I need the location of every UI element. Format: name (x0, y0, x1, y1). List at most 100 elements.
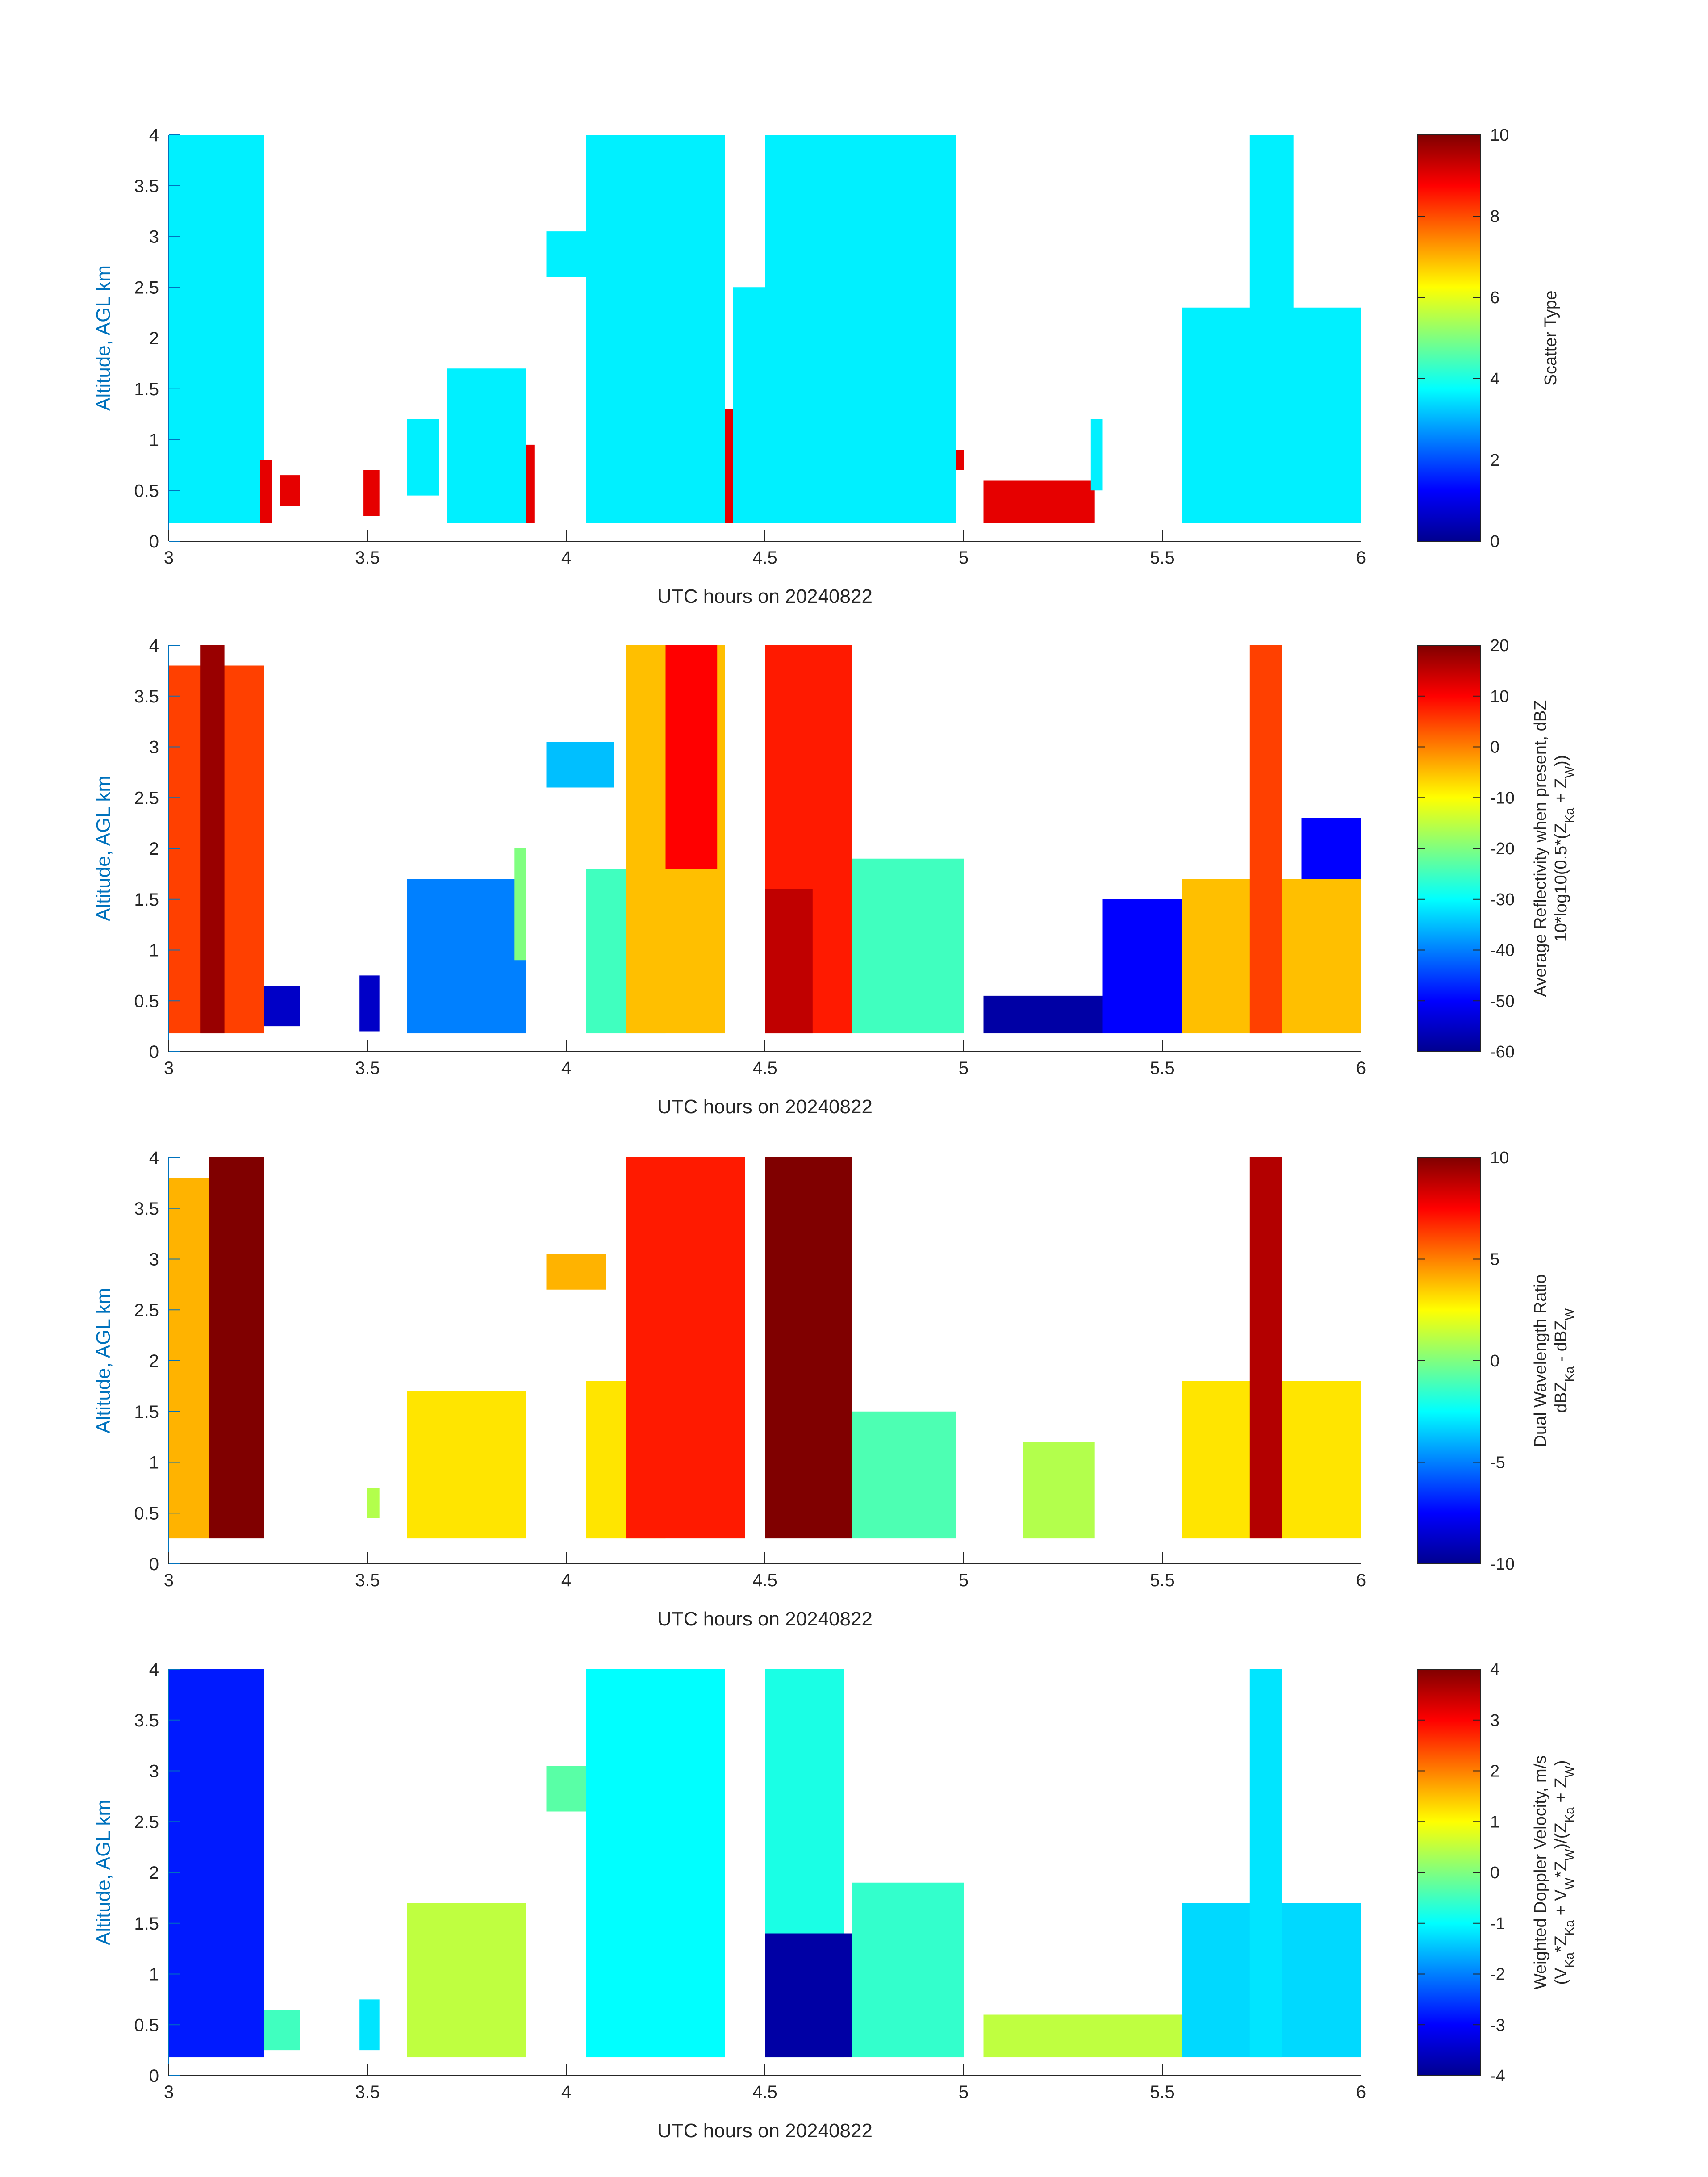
heatmap-cell (367, 1488, 380, 1518)
heatmap-cell (407, 1903, 526, 2058)
y-tick-label: 0 (149, 2066, 159, 2086)
colorbar-tick-label: 10 (1490, 1149, 1509, 1167)
colorbar-tick-label: 1 (1490, 1813, 1499, 1831)
x-tick-label: 4.5 (752, 1058, 777, 1078)
x-tick-label: 6 (1356, 1058, 1366, 1078)
y-tick-label: 3 (149, 227, 159, 247)
heatmap-cell (1102, 899, 1182, 1034)
y-tick-label: 2.5 (134, 788, 159, 808)
y-tick-label: 0.5 (134, 1504, 159, 1523)
heatmap-cell (407, 1391, 526, 1539)
y-tick-label: 1.5 (134, 380, 159, 399)
heatmap-cell (1249, 1157, 1282, 1539)
y-ticks: 0 0.5 1 1.5 2 2.5 3 3.5 4 (134, 1660, 180, 2086)
x-tick-label: 3.5 (355, 2082, 380, 2102)
heatmap-cell (1249, 135, 1294, 523)
y-tick-label: 0.5 (134, 481, 159, 501)
heatmap-cell (363, 470, 380, 516)
heatmap-cell (586, 135, 725, 523)
y-tick-label: 1.5 (134, 890, 159, 910)
colorbar-tick-label: 0 (1490, 1352, 1499, 1371)
x-tick-label: 5.5 (1150, 548, 1175, 568)
colorbar-tick-label: 20 (1490, 636, 1509, 655)
y-ticks: 0 0.5 1 1.5 2 2.5 3 3.5 4 (134, 125, 180, 552)
y-tick-label: 4 (149, 125, 159, 145)
x-tick-label: 3.5 (355, 1058, 380, 1078)
heatmap-cell (359, 975, 380, 1032)
heatmap-cell (546, 1254, 606, 1290)
x-tick-label: 4.5 (752, 1571, 777, 1590)
colorbar-label: Weighted Doppler Velocity, m/s (VKa*ZKa +… (1531, 1755, 1576, 1990)
y-tick-label: 1 (149, 1965, 159, 1985)
heatmap-cells (169, 645, 1361, 1034)
heatmap-cell (765, 1157, 852, 1539)
colorbar-tick-label: -30 (1490, 890, 1515, 909)
x-tick-label: 4 (561, 548, 571, 568)
heatmap-cell (514, 848, 526, 961)
colorbar (1417, 1669, 1481, 2076)
heatmap-cell (956, 450, 964, 470)
x-tick-label: 5.5 (1150, 2082, 1175, 2102)
y-tick-label: 2 (149, 839, 159, 859)
panel-4: 3 3.5 4 4.5 5 5.5 6 0 0.5 1 1.5 2 2.5 3 3.5 4 UTC hour… (92, 1660, 1576, 2142)
heatmap-cell (765, 1933, 852, 2058)
heatmap-cell (765, 135, 956, 523)
colorbar-tick-label: -2 (1490, 1965, 1505, 1984)
heatmap-cell (852, 858, 964, 1034)
y-tick-label: 2.5 (134, 278, 159, 297)
y-tick-label: 0 (149, 532, 159, 552)
heatmap-cell (665, 645, 718, 869)
colorbar-ticks: -4 -3 -2 -1 0 1 2 3 4 (1418, 1660, 1505, 2085)
x-ticks: 3 3.5 4 4.5 5 5.5 6 (164, 1552, 1366, 1590)
x-axis-label: UTC hours on 20240822 (657, 2120, 873, 2142)
x-ticks: 3 3.5 4 4.5 5 5.5 6 (164, 1040, 1366, 1078)
x-tick-label: 3.5 (355, 1571, 380, 1590)
colorbar-ticks: -60 -50 -40 -30 -20 -10 0 10 20 (1418, 636, 1515, 1061)
heatmap-cell (733, 287, 765, 523)
y-axis-label: Altitude, AGL km (92, 1800, 114, 1945)
y-tick-label: 0 (149, 1042, 159, 1062)
colorbar-label-line: 10*log10(0.5*(ZKa + ZW)) (1552, 755, 1576, 942)
colorbar-tick-label: -40 (1490, 941, 1515, 960)
colorbar (1417, 134, 1481, 542)
y-tick-label: 0.5 (134, 991, 159, 1011)
colorbar-label-line: (VKa*ZKa + VW*ZW)/(ZKa + ZW) (1552, 1760, 1576, 1985)
y-tick-label: 3.5 (134, 687, 159, 706)
colorbar-tick-label: -3 (1490, 2016, 1505, 2035)
x-tick-label: 3 (164, 548, 174, 568)
heatmap-cell (359, 1999, 380, 2051)
x-tick-label: 4 (561, 1571, 571, 1590)
x-axis-label: UTC hours on 20240822 (657, 585, 873, 607)
colorbar-tick-label: 4 (1490, 370, 1499, 389)
heatmap-cell (264, 986, 300, 1027)
y-tick-label: 1.5 (134, 1402, 159, 1422)
heatmap-cell (526, 444, 535, 523)
heatmap-cells (169, 1157, 1361, 1539)
heatmap-cell (169, 135, 264, 523)
colorbar-tick-label: 5 (1490, 1250, 1499, 1269)
colorbar-tick-label: -60 (1490, 1043, 1515, 1061)
colorbar-label: Scatter Type (1541, 291, 1560, 386)
y-tick-label: 4 (149, 1148, 159, 1168)
heatmap-cell (407, 879, 526, 1034)
x-tick-label: 6 (1356, 2082, 1366, 2102)
heatmap-cell (1090, 419, 1103, 491)
x-tick-label: 5 (959, 1058, 969, 1078)
heatmap-cell (852, 1411, 956, 1539)
colorbar-tick-label: -5 (1490, 1454, 1505, 1472)
heatmap-cell (765, 889, 813, 1034)
x-tick-label: 6 (1356, 1571, 1366, 1590)
heatmap-cell (1301, 818, 1361, 879)
heatmap-cell (260, 460, 272, 523)
panel-3: 3 3.5 4 4.5 5 5.5 6 0 0.5 1 1.5 2 2.5 3 3.5 4 UTC hour… (92, 1148, 1576, 1630)
colorbar (1417, 1157, 1481, 1564)
x-tick-label: 3 (164, 1058, 174, 1078)
panel-2: 3 3.5 4 4.5 5 5.5 6 0 0.5 1 1.5 2 2.5 3 3.5 4 UTC hour… (92, 636, 1576, 1118)
colorbar-tick-label: 6 (1490, 288, 1499, 307)
colorbar-tick-label: 10 (1490, 126, 1509, 145)
colorbar-ticks: -10 -5 0 5 10 (1418, 1149, 1515, 1574)
y-axis-label: Altitude, AGL km (92, 265, 114, 411)
heatmap-cell (280, 475, 300, 506)
colorbar-tick-label: -10 (1490, 1555, 1515, 1574)
